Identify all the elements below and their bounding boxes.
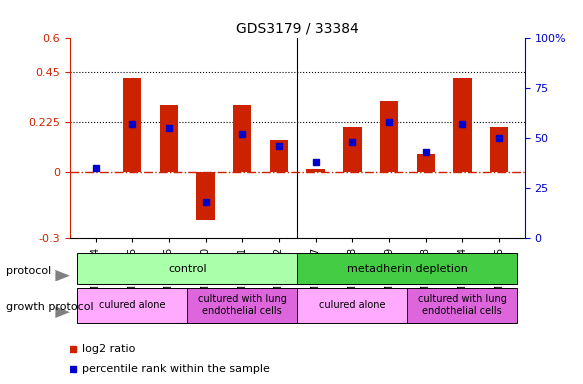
Text: protocol: protocol (6, 266, 51, 276)
Text: metadherin depletion: metadherin depletion (347, 264, 468, 274)
Bar (490, 127, 508, 172)
Text: control: control (168, 264, 206, 274)
Bar (416, 154, 435, 172)
Bar (297, 288, 408, 323)
Bar (187, 288, 297, 323)
Text: growth protocol: growth protocol (6, 302, 93, 312)
Text: culured alone: culured alone (319, 300, 385, 310)
Bar (270, 141, 288, 172)
Bar (408, 288, 517, 323)
Bar (160, 105, 178, 172)
Bar (307, 169, 325, 172)
Bar (233, 105, 251, 172)
Polygon shape (55, 270, 70, 281)
Text: culured alone: culured alone (99, 300, 166, 310)
Polygon shape (55, 306, 70, 318)
Bar (297, 253, 517, 284)
Bar (453, 78, 472, 172)
Bar (123, 78, 142, 172)
Text: cultured with lung
endothelial cells: cultured with lung endothelial cells (198, 295, 287, 316)
Title: GDS3179 / 33384: GDS3179 / 33384 (236, 22, 359, 36)
Bar (78, 288, 187, 323)
Text: percentile rank within the sample: percentile rank within the sample (82, 364, 269, 374)
Text: log2 ratio: log2 ratio (82, 344, 135, 354)
Bar (380, 101, 398, 172)
Bar (343, 127, 361, 172)
Bar (196, 172, 215, 220)
Bar (78, 253, 297, 284)
Text: cultured with lung
endothelial cells: cultured with lung endothelial cells (418, 295, 507, 316)
